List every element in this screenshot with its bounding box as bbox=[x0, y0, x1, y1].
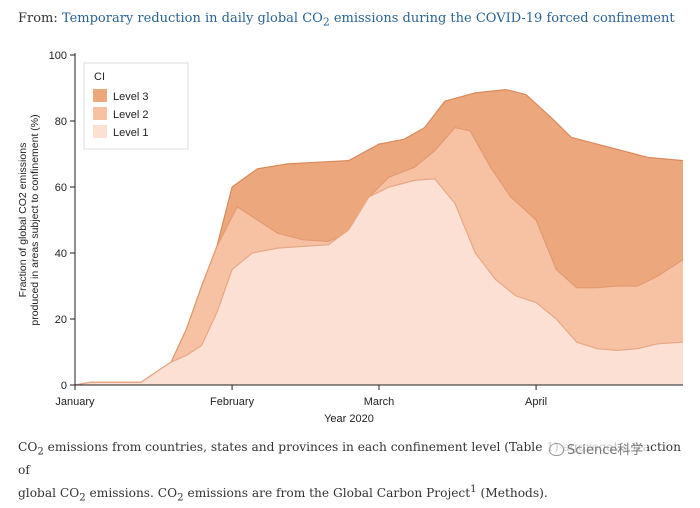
emissions-area-chart: 0 20 40 60 80 100 January February March April Yea… bbox=[17, 50, 684, 425]
caption-l1-b: emissions from countries, states and pro… bbox=[43, 440, 619, 454]
x-axis-label: Year 2020 bbox=[324, 413, 374, 425]
caption-l2-d: (Methods). bbox=[476, 486, 548, 501]
y-tick-label-0: 0 bbox=[61, 380, 67, 392]
y-tick-label-60: 60 bbox=[55, 182, 67, 194]
legend-swatch-level-1 bbox=[93, 125, 107, 138]
y-tick-label-20: 20 bbox=[55, 314, 67, 326]
article-link-sub: 2 bbox=[322, 15, 330, 29]
edge-level-1 bbox=[74, 178, 684, 386]
y-axis-label: Fraction of global CO2 emissionsproduced… bbox=[17, 114, 41, 325]
x-tick-label-february: February bbox=[210, 396, 255, 408]
y-tick-label-40: 40 bbox=[55, 248, 67, 260]
area-level-1 bbox=[75, 178, 683, 385]
legend-swatch-level-3 bbox=[93, 89, 107, 102]
watermark-text: Science科学 bbox=[567, 443, 644, 458]
legend-label-level-3: Level 3 bbox=[113, 91, 148, 103]
legend-title: CI bbox=[94, 71, 105, 83]
article-link-text-2: emissions during the COVID-19 forced con… bbox=[329, 11, 675, 26]
wechat-icon bbox=[549, 443, 564, 456]
caption-l1-sub: 2 bbox=[37, 446, 44, 458]
legend-swatch-level-2 bbox=[93, 107, 107, 120]
article-link[interactable]: Temporary reduction in daily global CO2 … bbox=[61, 11, 675, 29]
legend-label-level-2: Level 2 bbox=[113, 109, 148, 121]
y-tick-label-100: 100 bbox=[49, 50, 67, 62]
legend-label-level-1: Level 1 bbox=[113, 127, 148, 139]
caption-l1-a: CO bbox=[18, 440, 38, 454]
y-tick-label-80: 80 bbox=[55, 116, 67, 128]
x-tick-label-march: March bbox=[364, 396, 395, 408]
article-link-text-1: Temporary reduction in daily global CO bbox=[61, 11, 323, 26]
watermark: Science科学 bbox=[545, 439, 648, 458]
from-label: From: bbox=[18, 11, 58, 26]
x-tick-label-april: April bbox=[525, 396, 547, 408]
edge-level-2 bbox=[74, 126, 684, 386]
y-axis-label-line1: Fraction of global CO2 emissions bbox=[17, 143, 29, 298]
x-tick-label-january: January bbox=[55, 396, 95, 408]
figure-source-header: From: Temporary reduction in daily globa… bbox=[18, 11, 675, 29]
y-axis-label-line2: produced in areas subject to confinement… bbox=[29, 114, 41, 325]
caption-l2-b: emissions. CO bbox=[85, 486, 178, 501]
caption-l2-a: global CO bbox=[18, 486, 80, 501]
caption-l2-c: emissions are from the Global Carbon Pro… bbox=[183, 486, 471, 501]
